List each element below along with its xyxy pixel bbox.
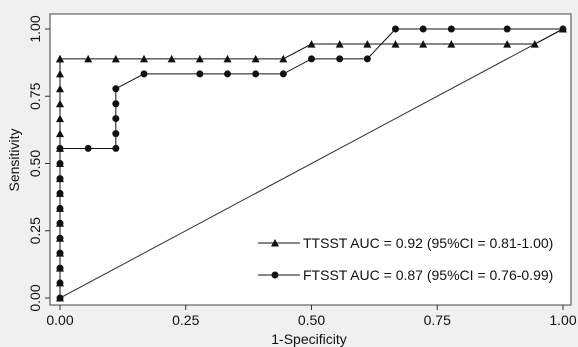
data-point-circle <box>112 100 120 108</box>
legend-entry-ftsst: FTSST AUC = 0.87 (95%CI = 0.76-0.99) <box>258 267 553 283</box>
legend: TTSST AUC = 0.92 (95%CI = 0.81-1.00) FTS… <box>255 230 565 290</box>
data-point-circle <box>252 70 260 78</box>
y-tick-label: 0.25 <box>27 217 43 244</box>
data-point-triangle <box>56 129 64 138</box>
data-point-circle <box>447 25 455 33</box>
data-point-circle <box>503 25 511 33</box>
data-point-circle <box>196 70 204 78</box>
data-point-triangle <box>195 54 204 63</box>
data-point-triangle <box>111 54 120 63</box>
data-point-triangle <box>279 54 288 63</box>
series-circle <box>56 25 567 302</box>
data-point-circle <box>56 264 64 272</box>
reference-diagonal-line <box>59 28 564 299</box>
data-point-triangle <box>419 40 428 48</box>
legend-label-ftsst: FTSST AUC = 0.87 (95%CI = 0.76-0.99) <box>303 267 553 283</box>
data-point-circle <box>56 279 64 287</box>
data-point-triangle <box>503 40 512 48</box>
y-tick-label: 0.50 <box>27 150 43 177</box>
data-point-circle <box>140 70 148 78</box>
data-point-circle <box>112 130 120 138</box>
y-tick-label: 1.00 <box>27 15 43 42</box>
data-point-triangle <box>56 84 64 93</box>
legend-entry-ttsst: TTSST AUC = 0.92 (95%CI = 0.81-1.00) <box>258 235 553 251</box>
data-point-circle <box>84 144 92 152</box>
data-point-triangle <box>307 40 316 48</box>
data-point-circle <box>308 55 315 63</box>
data-point-circle <box>56 234 64 242</box>
data-point-circle <box>363 55 371 63</box>
data-point-circle <box>56 294 64 302</box>
data-point-triangle <box>391 40 400 48</box>
data-point-circle <box>56 175 64 183</box>
data-point-triangle <box>363 40 372 48</box>
x-tick-label: 1.00 <box>549 312 576 328</box>
data-point-circle <box>56 160 64 167</box>
data-point-triangle <box>530 40 539 48</box>
data-point-triangle <box>140 54 149 63</box>
data-point-circle <box>56 144 64 152</box>
data-point-circle <box>112 144 120 152</box>
data-point-triangle <box>447 40 456 48</box>
data-point-triangle <box>56 99 64 108</box>
data-point-triangle <box>335 40 344 48</box>
y-axis-title: Sensitivity <box>6 128 22 191</box>
reference-line-layer <box>59 28 564 299</box>
legend-box <box>255 230 565 290</box>
data-point-circle <box>56 249 64 257</box>
data-point-circle <box>559 25 567 33</box>
data-point-triangle <box>167 54 176 63</box>
legend-marker-triangle <box>271 239 279 247</box>
data-point-circle <box>223 70 231 78</box>
data-point-triangle <box>251 54 260 63</box>
x-tick-label: 0.25 <box>172 312 199 328</box>
axes-layer: 0.00 0.25 0.50 0.75 1.00 0.00 0.25 0.50 0.75 1.00 <box>27 15 577 328</box>
data-point-circle <box>56 219 64 227</box>
data-point-triangle <box>56 54 64 63</box>
data-point-triangle <box>56 114 64 123</box>
x-tick-label: 0.50 <box>298 312 325 328</box>
y-tick-label: 0.00 <box>27 284 43 311</box>
series-layer <box>56 25 567 302</box>
data-point-circle <box>392 25 400 33</box>
data-point-triangle <box>56 69 64 78</box>
x-tick-label: 0.75 <box>424 312 451 328</box>
x-axis-title: 1-Specificity <box>271 331 346 347</box>
y-tick-label: 0.75 <box>27 82 43 109</box>
x-tick-label: 0.00 <box>46 312 73 328</box>
legend-marker-circle <box>271 271 279 279</box>
data-point-circle <box>56 204 64 212</box>
data-point-circle <box>279 70 287 78</box>
legend-label-ttsst: TTSST AUC = 0.92 (95%CI = 0.81-1.00) <box>303 235 553 251</box>
data-point-circle <box>112 85 120 93</box>
data-point-circle <box>419 25 427 33</box>
data-point-triangle <box>223 54 232 63</box>
data-point-circle <box>56 189 64 197</box>
data-point-circle <box>336 55 344 63</box>
data-point-circle <box>112 115 120 123</box>
data-point-triangle <box>84 54 93 63</box>
